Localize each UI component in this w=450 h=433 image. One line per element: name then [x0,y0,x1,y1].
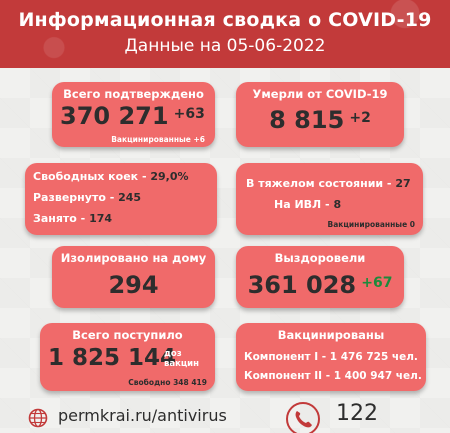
ivl-value: 8 [333,198,342,211]
deaths-label: Умерли от COVID-19 [252,87,388,101]
ivl-label: На ИВЛ - [274,198,330,211]
admitted-doses-card: Всего поступило 1 825 144 доз вакцин Сво… [40,323,215,391]
confirmed-card: Всего подтверждено 370 271 +63 Вакциниро… [52,82,215,147]
severe-line: В тяжелом состоянии - 27 [246,177,411,190]
beds-occupied-value: 174 [89,212,113,225]
severe-card: В тяжелом состоянии - 27 На ИВЛ - 8 Вакц… [236,163,423,235]
hotline-number[interactable]: 122 [336,401,378,426]
website-link[interactable]: permkrai.ru/antivirus [58,406,227,425]
severe-label: В тяжелом состоянии - [246,177,392,190]
confirmed-value: 370 271 [60,102,169,130]
severe-vaccinated-note: Вакцинированные 0 [327,220,415,229]
recovered-card: Выздоровели 361 028 +67 [236,246,404,308]
beds-free-label: Свободных коек - [33,170,147,183]
beds-occupied-line: Занято - 174 [33,212,112,225]
recovered-delta: +67 [361,275,393,291]
vaccinated-component-2: Компонент II - 1 400 947 чел. [244,370,422,382]
beds-deployed-value: 245 [118,191,142,204]
admitted-label: Всего поступило [72,328,183,342]
severe-value: 27 [395,177,411,190]
recovered-value: 361 028 [247,271,357,299]
admitted-free-note: Свободно 348 419 [128,378,207,387]
deaths-value: 8 815 [269,106,345,134]
confirmed-label: Всего подтверждено [63,87,204,101]
admitted-unit: доз вакцин [164,349,200,369]
deaths-delta: +2 [349,110,371,126]
report-date: Данные на 05-06-2022 [124,36,326,56]
beds-deployed-label: Развернуто - [33,191,115,204]
recovered-label: Выздоровели [274,251,366,265]
beds-free-line: Свободных коек - 29,0% [33,170,189,183]
phone-icon [286,402,320,433]
deaths-card: Умерли от COVID-19 8 815 +2 [236,82,404,147]
home-isolation-label: Изолировано на дому [60,251,207,265]
beds-deployed-line: Развернуто - 245 [33,191,141,204]
beds-occupied-label: Занято - [33,212,86,225]
beds-free-value: 29,0% [150,170,189,183]
vaccinated-component-1: Компонент I - 1 476 725 чел. [244,351,418,363]
beds-card: Свободных коек - 29,0% Развернуто - 245 … [25,163,217,235]
home-isolation-value: 294 [108,271,159,299]
confirmed-vaccinated-note: Вакцинированные +6 [111,135,205,144]
vaccinated-card: Вакцинированы Компонент I - 1 476 725 че… [236,323,426,391]
ivl-line: На ИВЛ - 8 [274,198,341,211]
globe-icon [28,408,48,428]
page-title: Информационная сводка о COVID-19 [18,9,432,31]
confirmed-delta: +63 [173,106,205,122]
admitted-value: 1 825 144 [48,345,177,371]
vaccinated-label: Вакцинированы [277,328,385,342]
header-banner: Информационная сводка о COVID-19 Данные … [0,0,450,68]
home-isolation-card: Изолировано на дому 294 [52,246,215,308]
